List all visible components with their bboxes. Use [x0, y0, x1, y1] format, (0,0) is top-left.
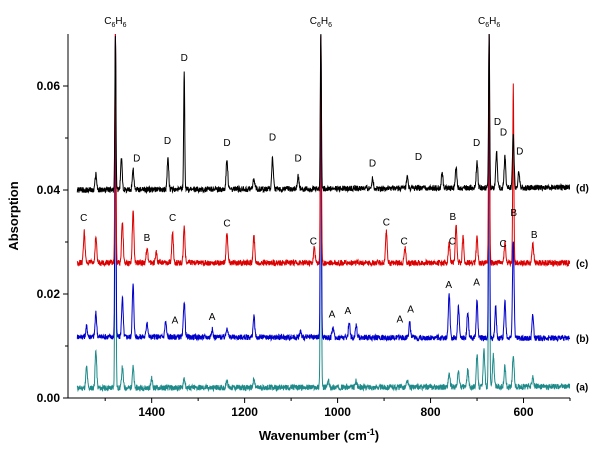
peak-label: D	[369, 159, 376, 170]
peak-label: D	[223, 138, 230, 149]
species-label: C6H6	[104, 16, 126, 29]
species-label: C6H6	[310, 16, 332, 29]
species-label: C6H6	[478, 16, 500, 29]
trace-label: (b)	[576, 334, 589, 345]
peak-label: C	[400, 237, 407, 248]
trace-label: (d)	[576, 183, 589, 194]
y-tick-label: 0.04	[37, 183, 61, 197]
peak-label: C	[499, 239, 506, 250]
species-labels: C6H6 C6H6 C6H6	[104, 16, 500, 29]
y-tick-label: 0.06	[37, 79, 61, 93]
peak-label: D	[164, 136, 171, 147]
peak-label: D	[500, 127, 507, 138]
peak-label: D	[181, 53, 188, 64]
y-tick-label: 0.00	[37, 391, 61, 405]
peak-label: A	[445, 280, 452, 291]
series-lines	[76, 34, 570, 393]
peak-label: C	[223, 218, 230, 229]
peak-label: D	[473, 138, 480, 149]
peak-label: A	[397, 315, 404, 326]
peak-label: B	[510, 208, 517, 219]
x-tick-label: 1000	[324, 405, 351, 419]
trace-label: (c)	[576, 259, 588, 270]
x-tick-label: 1200	[231, 405, 258, 419]
x-tick-label: 800	[421, 405, 441, 419]
y-tick-label: 0.02	[37, 287, 61, 301]
peak-label: A	[473, 278, 480, 289]
peak-label: C	[169, 213, 176, 224]
series-line-3	[76, 34, 570, 195]
peak-label: A	[172, 316, 179, 327]
series-line-0	[76, 34, 570, 393]
series-line-2	[76, 34, 570, 268]
axes	[67, 34, 570, 399]
peak-label: A	[407, 305, 414, 316]
peak-label: D	[494, 117, 501, 128]
peak-label: B	[450, 212, 457, 223]
peak-label: D	[516, 147, 523, 158]
y-ticks: 0.00 0.02 0.04 0.06	[37, 79, 68, 405]
peak-label: C	[310, 237, 317, 248]
peak-label: C	[449, 237, 456, 248]
peak-label: A	[329, 309, 336, 320]
peak-label: C	[383, 217, 390, 228]
peak-label: A	[209, 312, 216, 323]
peak-label: D	[133, 153, 140, 164]
peak-label: C	[80, 213, 87, 224]
peak-label: D	[294, 153, 301, 164]
trace-label: (a)	[576, 383, 588, 394]
x-ticks: 1400 1200 1000 800 600	[104, 398, 571, 419]
peak-label: D	[415, 152, 422, 163]
series-line-1	[76, 34, 570, 343]
y-axis-title: Absorption	[6, 181, 21, 250]
peak-label: D	[269, 133, 276, 144]
x-tick-label: 1400	[138, 405, 165, 419]
x-tick-label: 600	[514, 405, 534, 419]
peak-label: A	[344, 306, 351, 317]
peak-label: B	[144, 233, 151, 244]
trace-labels: (a) (b) (c) (d)	[576, 183, 589, 393]
x-axis-title: Wavenumber (cm-1)	[259, 427, 379, 443]
peak-label: B	[531, 230, 538, 241]
